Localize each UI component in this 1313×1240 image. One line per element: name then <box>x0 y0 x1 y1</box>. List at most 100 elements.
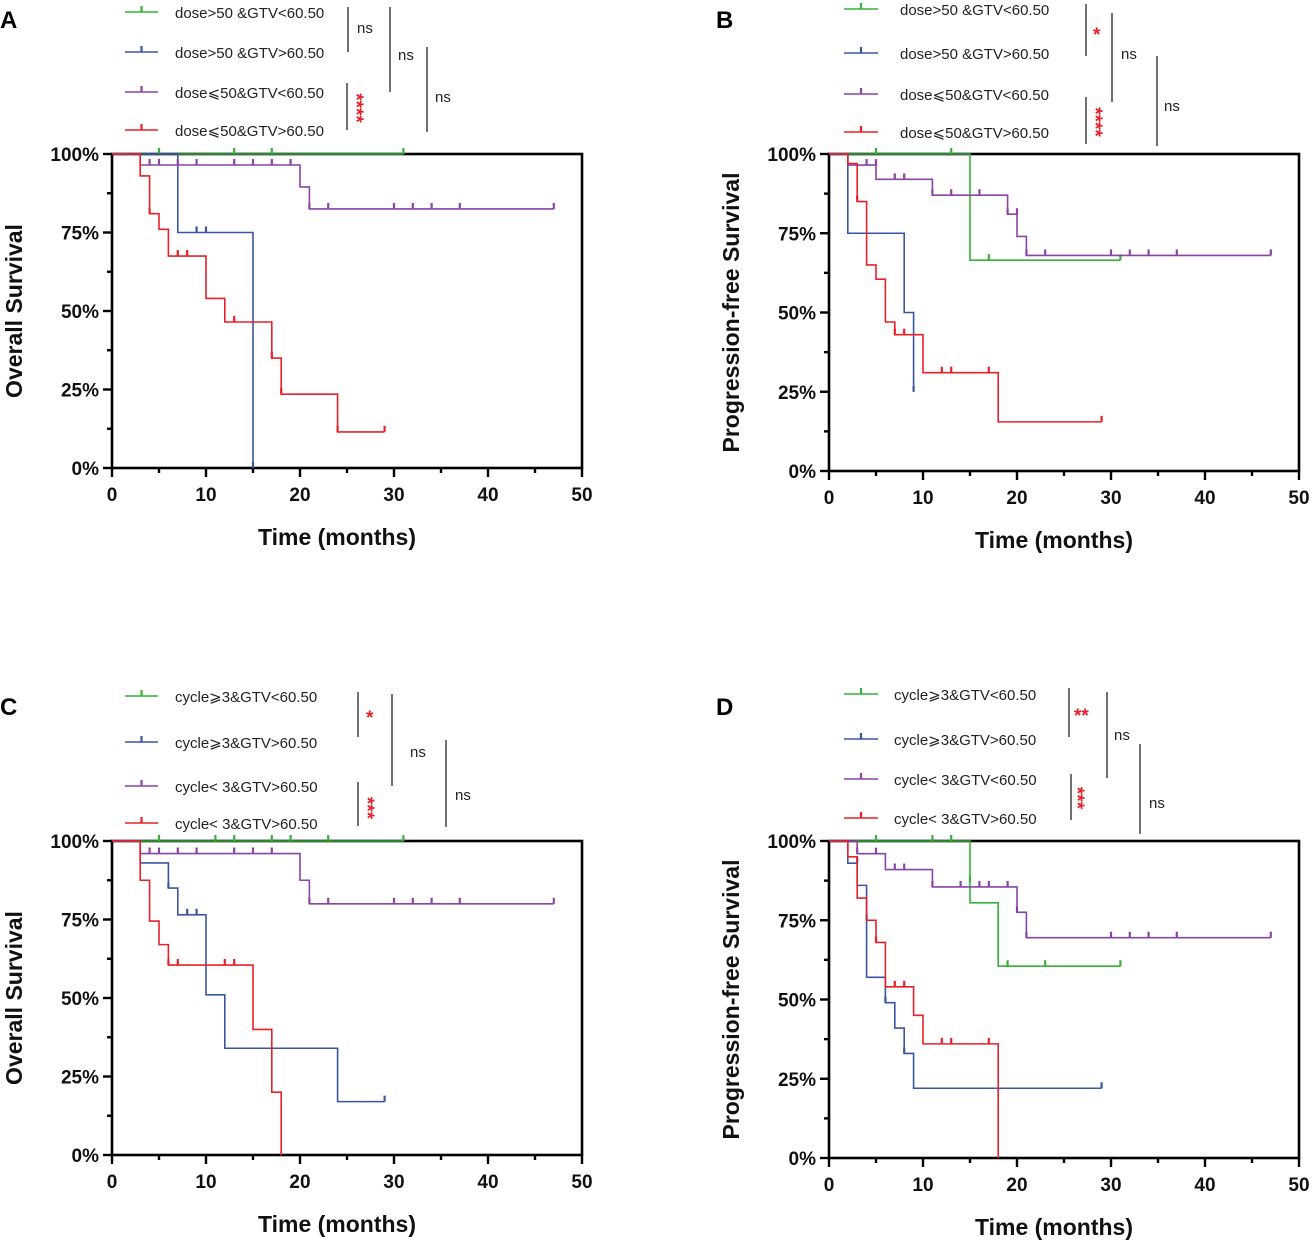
significance-bracket: ** <box>1068 688 1089 737</box>
y-tick-label: 50% <box>778 304 816 325</box>
series-green <box>829 835 1122 968</box>
legend-label: dose>50 &GTV<60.50 <box>900 2 1049 19</box>
y-tick-label: 50% <box>778 991 816 1012</box>
panel-letter: B <box>716 7 733 34</box>
x-axis-title: Time (months) <box>975 527 1133 553</box>
survival-curve <box>112 840 385 1103</box>
legend-item: dose>50 &GTV<60.50 <box>125 5 324 22</box>
x-tick-label: 50 <box>1288 1175 1309 1196</box>
x-tick-label: 50 <box>571 1172 592 1193</box>
y-tick-label: 75% <box>778 911 816 932</box>
panel-letter: D <box>716 694 733 721</box>
y-tick-label: 0% <box>789 1149 817 1170</box>
legend-item: dose⩽50&GTV>60.50 <box>125 123 324 140</box>
x-axis-title: Time (months) <box>258 524 416 550</box>
survival-curve <box>829 840 999 1158</box>
series-blue <box>112 840 386 1103</box>
series-blue <box>112 153 255 468</box>
legend-item: cycle⩾3&GTV>60.50 <box>844 732 1036 749</box>
legend-item: cycle⩾3&GTV>60.50 <box>125 735 317 752</box>
legend-item: cycle< 3&GTV>60.50 <box>844 811 1037 828</box>
x-tick-label: 30 <box>383 1172 404 1193</box>
legend-item: dose>50 &GTV>60.50 <box>844 46 1049 63</box>
legend-item: dose⩽50&GTV>60.50 <box>844 125 1049 142</box>
significance-bracket: *** <box>356 782 377 826</box>
significance-bracket: ns <box>1139 744 1165 834</box>
legend-label: dose⩽50&GTV>60.50 <box>900 125 1049 142</box>
series-red <box>829 840 999 1158</box>
x-tick-label: 20 <box>1006 488 1027 509</box>
x-tick-label: 0 <box>107 485 118 506</box>
legend-label: dose>50 &GTV<60.50 <box>175 5 324 22</box>
y-axis-title: Progression-free Survival <box>718 860 744 1140</box>
x-tick-label: 50 <box>1288 488 1309 509</box>
x-tick-label: 20 <box>289 485 310 506</box>
legend-label: dose⩽50&GTV<60.50 <box>900 87 1049 104</box>
chart-panel-c: C 0% 25% 50% 75% 100% 0 10 20 30 40 50 Time (months)… <box>0 689 593 1237</box>
x-tick-label: 40 <box>1194 1175 1215 1196</box>
x-axis-title: Time (months) <box>258 1211 416 1237</box>
survival-curve <box>112 840 282 1155</box>
survival-curve <box>112 153 385 433</box>
series-purple <box>829 840 1272 939</box>
x-tick-label: 0 <box>107 1172 118 1193</box>
legend-label: cycle⩾3&GTV<60.50 <box>175 689 317 706</box>
significance-bracket: ns <box>1106 692 1130 778</box>
chart-panel-b: B 0% 25% 50% 75% 100% 0 10 20 30 40 50 Time (months)… <box>716 2 1310 553</box>
y-tick-label: 0% <box>72 1146 100 1167</box>
series-green <box>112 835 405 842</box>
y-tick-label: 75% <box>61 911 99 932</box>
y-tick-label: 100% <box>767 145 816 166</box>
significance-label: *** <box>1066 787 1087 810</box>
x-tick-label: 40 <box>477 1172 498 1193</box>
legend-label: cycle⩾3&GTV<60.50 <box>894 687 1036 704</box>
significance-label: **** <box>345 93 366 123</box>
significance-bracket: * <box>357 692 374 737</box>
y-tick-label: 100% <box>50 832 99 853</box>
survival-curve <box>829 153 1121 261</box>
significance-bracket: **** <box>345 83 366 130</box>
x-tick-label: 0 <box>824 488 835 509</box>
legend-item: dose>50 &GTV>60.50 <box>125 45 324 62</box>
survival-curve <box>112 153 254 468</box>
significance-label: ns <box>435 89 451 106</box>
plot-frame <box>827 152 1301 473</box>
x-tick-label: 10 <box>912 1175 933 1196</box>
legend-item: dose⩽50&GTV<60.50 <box>125 85 324 102</box>
panel-letter: C <box>0 694 17 721</box>
plot-frame <box>110 152 584 470</box>
y-axis-title: Overall Survival <box>1 911 27 1085</box>
legend-label: cycle⩾3&GTV>60.50 <box>894 732 1036 749</box>
legend-label: cycle< 3&GTV>60.50 <box>175 816 318 833</box>
legend-label: cycle⩾3&GTV>60.50 <box>175 735 317 752</box>
significance-label: ns <box>357 20 373 37</box>
plot-frame <box>827 839 1301 1160</box>
significance-bracket: ns <box>347 7 373 52</box>
legend-label: dose⩽50&GTV<60.50 <box>175 85 324 102</box>
legend-label: cycle< 3&GTV>60.50 <box>894 811 1037 828</box>
significance-bracket: **** <box>1084 97 1105 144</box>
y-tick-label: 25% <box>778 1070 816 1091</box>
plot-frame <box>110 839 584 1157</box>
y-tick-label: 75% <box>778 224 816 245</box>
y-tick-label: 25% <box>61 381 99 402</box>
significance-label: ns <box>398 47 414 64</box>
x-tick-label: 40 <box>1194 488 1215 509</box>
significance-bracket: ns <box>391 694 426 786</box>
significance-bracket: *** <box>1066 774 1087 820</box>
legend-item: cycle< 3&GTV>60.50 <box>125 779 318 796</box>
series-red <box>112 840 282 1155</box>
y-tick-label: 50% <box>61 302 99 323</box>
x-tick-label: 30 <box>1100 1175 1121 1196</box>
x-tick-label: 40 <box>477 485 498 506</box>
y-tick-label: 25% <box>778 383 816 404</box>
significance-bracket: * <box>1085 4 1101 56</box>
x-tick-label: 30 <box>383 485 404 506</box>
significance-label: * <box>1093 25 1101 46</box>
significance-label: ns <box>1164 98 1180 115</box>
legend-label: dose>50 &GTV>60.50 <box>900 46 1049 63</box>
x-tick-label: 10 <box>912 488 933 509</box>
significance-bracket: ns <box>1111 13 1137 102</box>
chart-panel-d: D 0% 25% 50% 75% 100% 0 10 20 30 40 50 Time (months)… <box>716 687 1310 1240</box>
survival-curve <box>829 153 915 392</box>
